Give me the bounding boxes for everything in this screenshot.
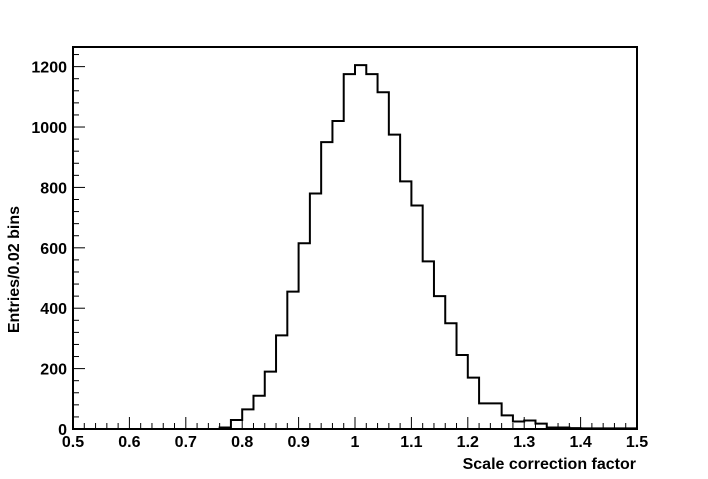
x-tick-label: 1 xyxy=(351,434,360,451)
y-tick-label: 0 xyxy=(58,422,67,439)
x-axis-tick-labels: 0.5 0.6 0.7 0.8 0.9 1 1.1 1.2 1.3 1.4 1.5 xyxy=(62,434,648,451)
x-axis-title: Scale correction factor xyxy=(463,456,636,473)
y-tick-label: 600 xyxy=(40,241,67,258)
x-tick-label: 1.1 xyxy=(400,434,422,451)
histogram-bin xyxy=(445,323,456,429)
x-tick-label: 1.2 xyxy=(457,434,479,451)
y-tick-label: 1000 xyxy=(31,120,67,137)
histogram-bin xyxy=(242,409,253,429)
plot-frame xyxy=(72,46,638,430)
histogram-bin xyxy=(276,335,287,429)
y-axis-ticks xyxy=(73,54,85,430)
histogram-bin xyxy=(299,243,310,429)
x-tick-label: 0.9 xyxy=(287,434,309,451)
histogram-bin xyxy=(479,403,490,429)
x-tick-label: 0.6 xyxy=(118,434,140,451)
x-tick-label: 0.8 xyxy=(231,434,253,451)
histogram-bin xyxy=(411,206,422,429)
histogram-bin xyxy=(253,396,264,429)
y-axis-title: Entries/0.02 bins xyxy=(6,206,23,333)
histogram-bin xyxy=(423,261,434,429)
y-axis-tick-labels: 0 200 400 600 800 1000 1200 xyxy=(31,60,67,439)
histogram-outline xyxy=(73,64,638,430)
histogram-bin xyxy=(513,421,524,429)
x-tick-label: 1.3 xyxy=(513,434,535,451)
histogram-bin xyxy=(310,193,321,429)
x-tick-label: 0.7 xyxy=(175,434,197,451)
y-tick-label: 1200 xyxy=(31,60,67,77)
x-tick-label: 1.4 xyxy=(569,434,591,451)
histogram-bin xyxy=(400,181,411,429)
x-tick-label: 0.5 xyxy=(62,434,84,451)
histogram-bin xyxy=(502,415,513,429)
histogram-bin xyxy=(378,92,389,429)
histogram-bin xyxy=(366,74,377,429)
histogram-bin xyxy=(468,378,479,429)
histogram-bin xyxy=(524,421,535,429)
histogram-bin xyxy=(344,74,355,429)
histogram-bin xyxy=(287,292,298,429)
histogram-bin xyxy=(490,403,501,429)
histogram-bin xyxy=(231,420,242,429)
histogram-bin xyxy=(434,296,445,429)
y-tick-label: 400 xyxy=(40,301,67,318)
x-tick-label: 1.5 xyxy=(626,434,648,451)
histogram-bin xyxy=(265,372,276,429)
histogram-bin xyxy=(389,135,400,429)
y-tick-label: 200 xyxy=(40,362,67,379)
histogram-bin xyxy=(332,121,343,429)
histogram-bin xyxy=(321,142,332,429)
y-tick-label: 800 xyxy=(40,180,67,197)
histogram-bin xyxy=(457,355,468,429)
histogram-bins xyxy=(220,65,637,429)
histogram-bin xyxy=(355,65,366,429)
